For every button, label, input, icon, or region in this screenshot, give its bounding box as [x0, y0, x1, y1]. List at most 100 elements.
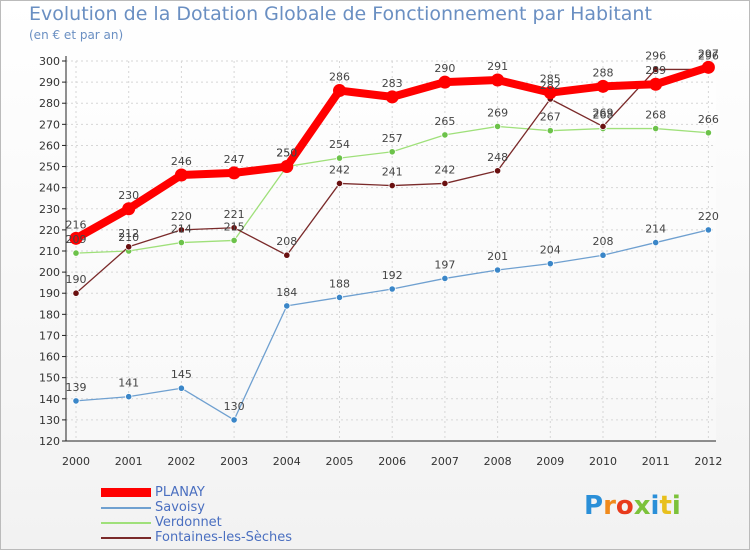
data-point	[546, 260, 554, 268]
x-tick-label: 2011	[642, 455, 670, 468]
legend-item-planay: PLANAY	[101, 485, 361, 500]
data-point	[388, 148, 396, 156]
legend-label-planay: PLANAY	[155, 485, 205, 500]
data-label: 214	[171, 223, 192, 236]
y-axis-ticks: 120 130 140 150 160 170 180 190 200 210 220 230 240 2…	[39, 55, 60, 448]
legend-label-savoisy: Savoisy	[155, 500, 205, 515]
x-tick-label: 2007	[431, 455, 459, 468]
data-label: 297	[698, 47, 719, 60]
y-tick-label: 210	[39, 245, 60, 258]
data-label: 247	[224, 153, 245, 166]
data-label: 212	[118, 227, 139, 240]
data-label: 241	[382, 166, 403, 179]
data-label: 289	[645, 64, 666, 77]
y-tick-label: 260	[39, 139, 60, 152]
data-label: 291	[487, 60, 508, 73]
data-label: 201	[487, 250, 508, 263]
data-point	[280, 160, 294, 174]
data-point	[599, 251, 607, 259]
data-label: 188	[329, 277, 350, 290]
logo-letter: x	[633, 491, 651, 521]
legend-label-fontaines: Fontaines-les-Sèches	[155, 530, 293, 545]
data-label: 268	[645, 109, 666, 122]
data-label: 283	[382, 77, 403, 90]
data-point	[72, 289, 80, 297]
axes	[62, 56, 716, 442]
x-tick-label: 2010	[589, 455, 617, 468]
data-label: 204	[540, 244, 561, 257]
data-label: 197	[434, 258, 455, 271]
data-point	[125, 243, 133, 251]
data-point	[701, 60, 715, 74]
data-label: 192	[382, 269, 403, 282]
x-tick-label: 2000	[62, 455, 90, 468]
y-tick-label: 240	[39, 182, 60, 195]
x-tick-label: 2012	[694, 455, 722, 468]
data-label: 141	[118, 377, 139, 390]
y-tick-label: 190	[39, 287, 60, 300]
data-point	[441, 179, 449, 188]
legend: PLANAY Savoisy Verdonnet Fontaines-les-S…	[101, 485, 361, 545]
legend-swatch-verdonnet	[101, 522, 151, 524]
data-label: 296	[698, 49, 719, 62]
data-label: 190	[66, 273, 87, 286]
data-point	[596, 79, 610, 93]
data-label: 267	[540, 111, 561, 124]
chart-title: Evolution de la Dotation Globale de Fonc…	[29, 3, 652, 25]
data-label: 288	[593, 66, 614, 79]
data-label: 266	[698, 113, 719, 126]
chart-subtitle: (en € et par an)	[29, 28, 124, 42]
y-tick-label: 200	[39, 266, 60, 279]
logo-letter: i	[650, 491, 660, 521]
data-label: 250	[276, 147, 297, 160]
data-point	[652, 238, 660, 247]
y-tick-label: 220	[39, 224, 60, 237]
data-label: 216	[66, 218, 87, 231]
y-tick-label: 120	[39, 435, 60, 448]
legend-item-fontaines: Fontaines-les-Sèches	[101, 530, 361, 545]
data-label: 220	[171, 210, 192, 223]
data-point	[599, 122, 607, 131]
data-label: 221	[224, 208, 245, 221]
data-point	[441, 274, 449, 283]
data-label: 220	[698, 210, 719, 223]
data-point	[335, 154, 344, 162]
x-axis-ticks: 2000 2001 2002 2003 2004 2005 2006 2007 2008 2009…	[62, 455, 722, 468]
y-tick-label: 300	[39, 55, 60, 68]
data-point	[177, 384, 185, 392]
data-point	[72, 249, 80, 257]
x-tick-label: 2005	[326, 455, 354, 468]
logo-letter: r	[603, 491, 616, 521]
x-tick-label: 2004	[273, 455, 301, 468]
data-point	[493, 266, 502, 274]
y-tick-label: 130	[39, 414, 60, 427]
data-point	[491, 73, 505, 87]
data-point	[333, 84, 346, 98]
data-label: 215	[224, 220, 245, 233]
data-point	[230, 224, 238, 232]
legend-swatch-fontaines	[101, 537, 151, 539]
data-point	[649, 77, 663, 91]
legend-swatch-savoisy	[101, 507, 151, 509]
data-point	[177, 238, 185, 247]
data-point	[652, 65, 660, 74]
data-label: 254	[329, 138, 350, 151]
y-tick-label: 140	[39, 393, 60, 406]
data-label: 269	[593, 106, 614, 119]
data-point	[177, 226, 185, 234]
data-label: 282	[540, 79, 561, 92]
proxiti-logo: Proxiti	[584, 491, 681, 521]
data-label: 209	[66, 233, 87, 246]
data-point	[441, 131, 449, 139]
data-label: 268	[593, 109, 614, 122]
data-point	[704, 129, 713, 137]
data-point	[283, 251, 291, 259]
x-tick-label: 2001	[115, 455, 143, 468]
y-tick-label: 160	[39, 351, 60, 364]
data-label: 184	[276, 286, 297, 299]
logo-letter: o	[615, 491, 634, 521]
y-tick-label: 270	[39, 118, 60, 131]
